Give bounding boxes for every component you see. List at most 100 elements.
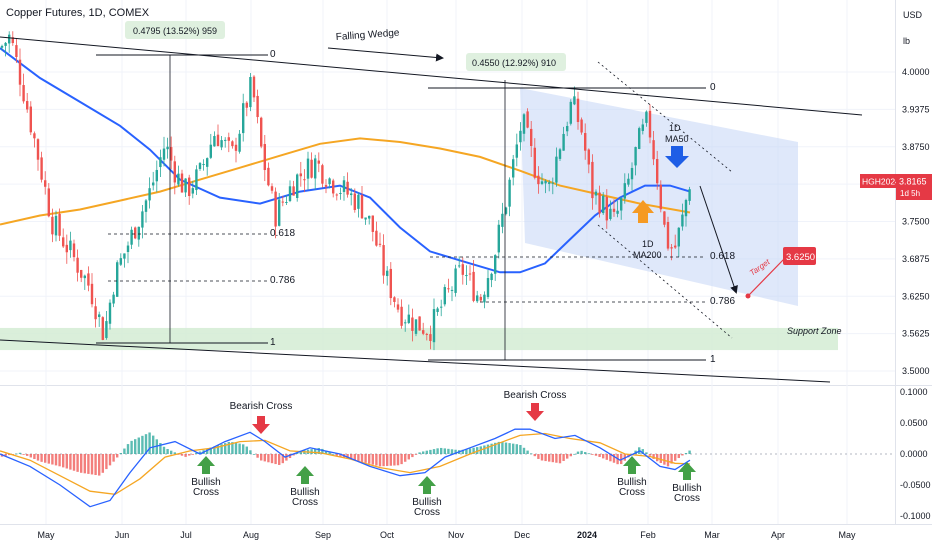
macd-histogram-bar [443,448,446,454]
macd-histogram-bar [33,454,36,460]
candle-body [443,287,446,305]
candle-body [645,111,648,123]
candle-body [440,306,443,308]
candle-body [620,198,623,211]
candle-body [422,330,425,334]
candle-body [152,182,155,186]
candle-body [519,130,522,143]
candle-body [137,226,140,240]
candle-body [652,140,655,160]
macd-histogram-bar [357,454,360,462]
macd-histogram-bar [40,454,43,462]
candle-body [605,196,608,221]
candle-body [335,194,338,196]
macd-histogram-bar [436,448,439,454]
macd-histogram-bar [663,454,666,465]
candle-body [342,180,346,192]
macd-histogram-bar [44,454,47,463]
measure-label-2: 0.4550 (12.92%) 910 [472,58,556,68]
macd-histogram-bar [558,454,562,464]
macd-histogram-bar [166,449,169,454]
macd-histogram-bar [332,453,335,455]
candle-body [159,157,162,168]
wedge-upper-line [0,36,863,116]
candle-body [324,185,328,187]
candle-body [526,111,529,128]
macd-histogram-bar [573,453,576,455]
macd-histogram-bar [353,454,356,461]
macd-histogram-bar [375,454,378,466]
candle-body [227,137,230,141]
price-tick-label: 3.6875 [902,254,930,264]
target-dot [745,293,751,299]
price-tick-label: 4.0000 [902,67,930,77]
candle-body [378,243,382,245]
candle-body [666,221,670,249]
macd-histogram-bar [170,450,173,454]
measure-label-1-bg [125,21,225,39]
price-tick-label: 3.5625 [902,329,930,339]
macd-histogram-bar [504,442,508,454]
candle-body [411,317,414,331]
macd-histogram-bar [252,454,256,455]
candle-body [198,163,202,169]
candle-body [314,158,317,179]
macd-histogram-bar [105,454,108,470]
macd-histogram-bar [162,446,166,454]
macd-histogram-bar [425,450,428,454]
candle-body [429,334,432,342]
candle-body [69,240,72,251]
measure-label-1: 0.4795 (13.52%) 959 [133,26,217,36]
macd-histogram-bar [335,454,338,456]
macd-histogram-bar [584,452,587,454]
unit-label[interactable]: lb [903,36,910,46]
candle-body [47,188,50,217]
candle-body [126,245,130,252]
macd-histogram-bar [213,446,216,454]
candle-body [569,101,572,124]
macd-histogram-bar [22,454,25,455]
candle-body [108,302,112,324]
candle-body [497,224,500,253]
macd-histogram-bar [123,448,126,454]
macd-histogram-bar [641,449,644,454]
macd-histogram-bar [483,445,486,454]
macd-histogram-bar [36,454,40,461]
macd-histogram-bar [98,454,101,476]
macd-pane [0,386,895,524]
wedge-lower-line [0,339,831,383]
macd-histogram-bar [173,452,176,454]
candle-body [141,211,144,228]
bearish-cross-label-2: Bearish Cross [504,390,567,401]
candle-body [490,273,493,281]
candle-body [393,297,396,302]
bearish-cross-arrow-icon [526,403,544,421]
candle-body [213,136,216,147]
macd-histogram-bar [598,454,601,457]
candle-body [623,183,626,199]
macd-histogram-bar [130,440,133,454]
macd-histogram-bar [90,454,94,475]
candle-body [562,133,565,151]
macd-histogram-bar [533,454,536,457]
candle-body [33,133,36,139]
candle-body [364,217,367,220]
macd-histogram-bar [234,442,238,454]
candle-body [22,85,25,102]
bearish-cross-label-1: Bearish Cross [230,401,293,412]
currency-label[interactable]: USD [903,10,923,20]
macd-histogram-bar [544,454,547,462]
macd-histogram-bar [184,454,187,457]
fib1-label: 0.618 [270,228,295,239]
candle-body [206,158,209,167]
bullish-cross-label: Bullish Cross [191,477,220,498]
macd-histogram-bar [227,441,230,454]
candle-body [483,294,486,303]
time-tick-label: 2024 [577,530,597,540]
macd-histogram-bar [656,454,659,462]
macd-histogram-bar [274,454,277,465]
candle-body [328,178,331,185]
candle-body [18,59,22,85]
candle-body [616,210,619,214]
candle-body [166,146,169,150]
